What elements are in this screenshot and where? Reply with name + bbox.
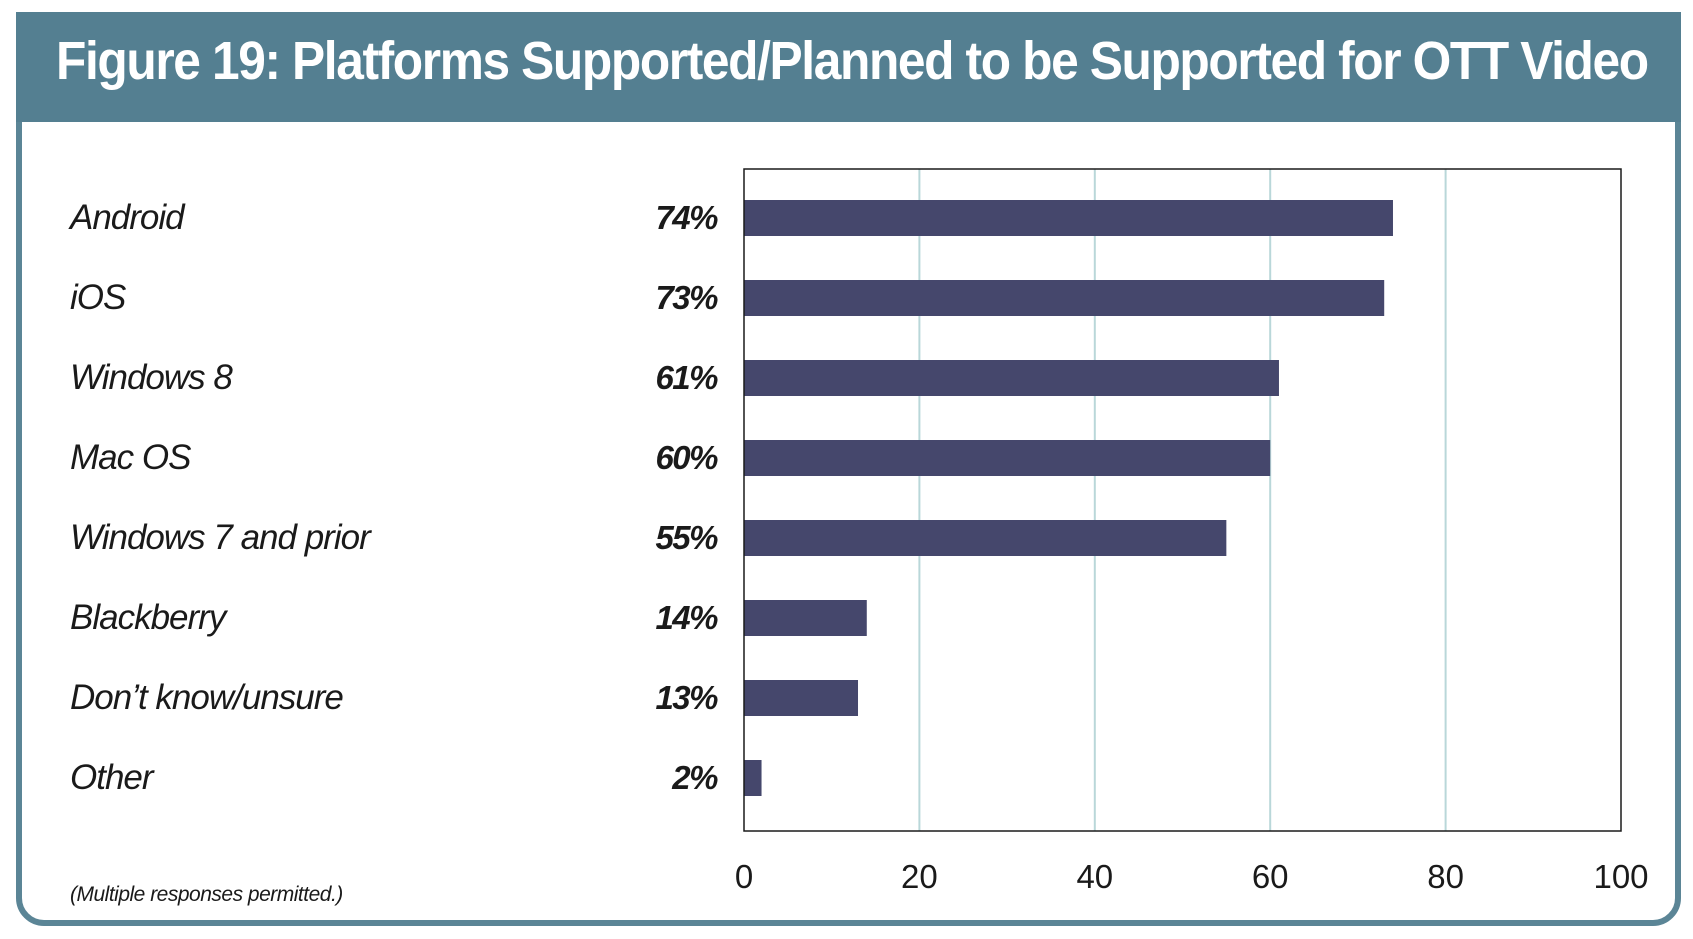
figure-header [16, 12, 1681, 122]
category-label: Mac OS [70, 438, 191, 477]
bar-7 [744, 760, 762, 796]
plot-area [744, 169, 1621, 831]
footnote: (Multiple responses permitted.) [70, 883, 343, 906]
value-label: 2% [672, 759, 718, 796]
x-tick-label: 20 [901, 858, 938, 895]
x-tick-label: 60 [1252, 858, 1289, 895]
category-label: Windows 8 [70, 358, 233, 397]
category-label: Other [70, 758, 154, 797]
bar-0 [744, 200, 1393, 236]
value-label: 61% [655, 359, 718, 396]
bar-2 [744, 360, 1279, 396]
x-tick-label: 80 [1427, 858, 1464, 895]
value-label: 13% [655, 679, 718, 716]
bar-5 [744, 600, 867, 636]
bar-4 [744, 520, 1227, 556]
x-tick-label: 0 [735, 858, 753, 895]
category-label: Android [70, 198, 185, 237]
value-label: 74% [655, 199, 718, 236]
bar-6 [744, 680, 859, 716]
x-tick-label: 100 [1593, 858, 1648, 895]
figure-title: Figure 19: Platforms Supported/Planned t… [56, 31, 1649, 91]
value-label: 55% [655, 519, 718, 556]
value-label: 60% [655, 439, 718, 476]
category-label: Don’t know/unsure [70, 678, 344, 717]
category-label: iOS [70, 278, 126, 317]
bar-3 [744, 440, 1271, 476]
value-label: 73% [655, 279, 718, 316]
plot-border [743, 168, 1622, 832]
category-label: Blackberry [70, 598, 226, 637]
category-label: Windows 7 and prior [70, 518, 371, 557]
bar-1 [744, 280, 1385, 316]
x-tick-label: 40 [1076, 858, 1113, 895]
value-label: 14% [655, 599, 718, 636]
